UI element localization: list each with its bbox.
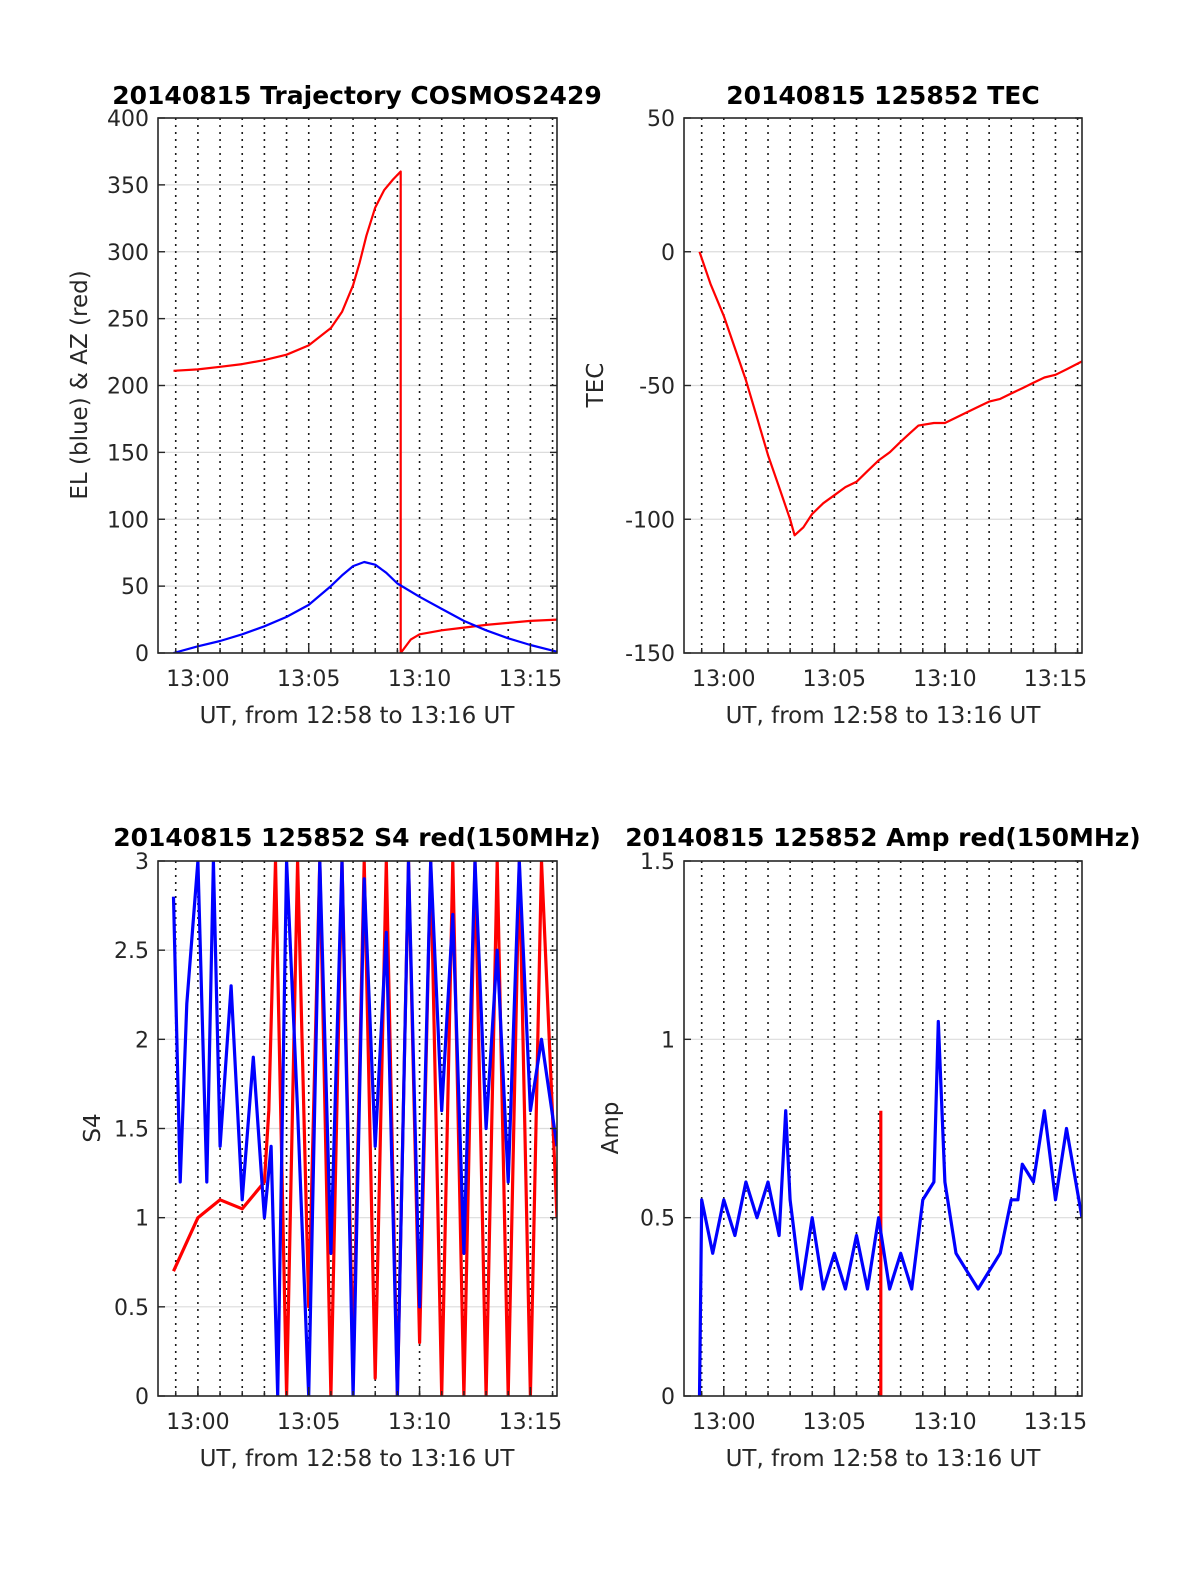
tec-panel: 20140815 125852 TEC UT, from 12:58 to 13… — [583, 81, 1087, 729]
amp-axes-box — [683, 860, 1083, 1397]
trajectory-series — [173, 170, 557, 653]
s4-y-tick-label: 0.5 — [114, 1296, 149, 1321]
s4-x-axis-label: UT, from 12:58 to 13:16 UT — [200, 1446, 516, 1472]
amp-y-tick-label: 0.5 — [640, 1207, 675, 1232]
tec-y-gridlines — [684, 251, 1082, 520]
trajectory-y-tick-label: 300 — [107, 241, 149, 266]
amp-x-tick-label: 13:10 — [913, 1410, 976, 1435]
s4-y-tick-label: 1 — [135, 1207, 149, 1232]
s4-y-tick-label: 1.5 — [114, 1118, 149, 1143]
s4-x-tick-label: 13:05 — [277, 1410, 340, 1435]
s4-y-tick-label: 0 — [135, 1385, 149, 1410]
tec-y-tick-label: -50 — [639, 375, 675, 400]
trajectory-ticks: 0 50 100 150 200 250 300 350 400 13:00 13:05 13:10 1… — [107, 107, 562, 692]
s4-y-tick-label: 3 — [135, 850, 149, 875]
trajectory-y-tick-label: 0 — [135, 642, 149, 667]
trajectory-x-tick-label: 13:00 — [166, 667, 229, 692]
trajectory-y-tick-label: 400 — [107, 107, 149, 132]
tec-x-tick-label: 13:05 — [803, 667, 866, 692]
tec-y-tick-label: -150 — [625, 642, 675, 667]
amp-x-axis-label: UT, from 12:58 to 13:16 UT — [726, 1446, 1042, 1472]
trajectory-title: 20140815 Trajectory COSMOS2429 — [112, 81, 602, 110]
amp-series-blue-line — [697, 1019, 1082, 1396]
s4-y-tick-label: 2 — [135, 1028, 149, 1053]
s4-ticks: 0 0.5 1 1.5 2 2.5 3 13:00 13:05 13:10 13:15 — [114, 850, 562, 1435]
amp-x-gridlines — [700, 861, 1079, 1396]
amp-y-axis-label: Amp — [598, 1102, 624, 1155]
s4-x-tick-label: 13:15 — [499, 1410, 562, 1435]
trajectory-series-blue-line — [173, 560, 557, 653]
tec-x-axis-label: UT, from 12:58 to 13:16 UT — [726, 703, 1042, 729]
s4-x-tick-label: 13:00 — [166, 1410, 229, 1435]
amp-title: 20140815 125852 Amp red(150MHz) — [625, 823, 1141, 852]
trajectory-y-tick-label: 200 — [107, 375, 149, 400]
amp-y-tick-label: 0 — [661, 1385, 675, 1410]
amp-x-tick-label: 13:05 — [803, 1410, 866, 1435]
s4-title: 20140815 125852 S4 red(150MHz) — [113, 823, 601, 852]
amp-y-tick-label: 1.5 — [640, 850, 675, 875]
tec-ticks: -150 -100 -50 0 50 13:00 13:05 13:10 13:15 — [625, 107, 1087, 692]
amp-panel: 20140815 125852 Amp red(150MHz) UT, from… — [598, 823, 1141, 1472]
trajectory-x-axis-label: UT, from 12:58 to 13:16 UT — [200, 703, 516, 729]
tec-x-tick-label: 13:15 — [1024, 667, 1087, 692]
trajectory-y-tick-label: 50 — [121, 575, 149, 600]
amp-y-gridlines — [684, 1038, 1082, 1219]
trajectory-x-tick-label: 13:10 — [388, 667, 451, 692]
tec-title: 20140815 125852 TEC — [726, 81, 1039, 110]
s4-series-red-line — [172, 861, 557, 1396]
trajectory-x-tick-label: 13:15 — [499, 667, 562, 692]
s4-series-blue-line — [171, 861, 557, 1396]
trajectory-y-tick-label: 100 — [107, 508, 149, 533]
amp-x-tick-label: 13:15 — [1024, 1410, 1087, 1435]
trajectory-y-gridlines — [158, 184, 557, 587]
trajectory-y-tick-label: 150 — [107, 441, 149, 466]
amp-y-tick-label: 1 — [661, 1028, 675, 1053]
amp-x-tick-label: 13:00 — [692, 1410, 755, 1435]
s4-series — [171, 861, 557, 1396]
s4-x-tick-label: 13:10 — [388, 1410, 451, 1435]
tec-series-red-line — [698, 251, 1082, 537]
tec-series — [698, 251, 1082, 537]
s4-y-tick-label: 2.5 — [114, 939, 149, 964]
amp-ticks: 0 0.5 1 1.5 13:00 13:05 13:10 13:15 — [640, 850, 1087, 1435]
tec-x-tick-label: 13:10 — [913, 667, 976, 692]
amp-series — [697, 1019, 1082, 1396]
tec-y-tick-label: -100 — [625, 508, 675, 533]
tec-x-tick-label: 13:00 — [692, 667, 755, 692]
tec-y-axis-label: TEC — [583, 363, 609, 409]
trajectory-x-tick-label: 13:05 — [277, 667, 340, 692]
s4-y-axis-label: S4 — [80, 1113, 106, 1142]
trajectory-panel: 20140815 Trajectory COSMOS2429 UT, from … — [67, 81, 602, 729]
trajectory-series-red-line — [173, 170, 557, 653]
trajectory-y-tick-label: 350 — [107, 174, 149, 199]
tec-y-tick-label: 50 — [647, 107, 675, 132]
s4-panel: 20140815 125852 S4 red(150MHz) UT, from … — [80, 823, 601, 1472]
trajectory-y-tick-label: 250 — [107, 308, 149, 333]
trajectory-y-axis-label: EL (blue) & AZ (red) — [67, 270, 93, 499]
tec-y-tick-label: 0 — [661, 241, 675, 266]
tec-x-gridlines — [700, 118, 1079, 653]
